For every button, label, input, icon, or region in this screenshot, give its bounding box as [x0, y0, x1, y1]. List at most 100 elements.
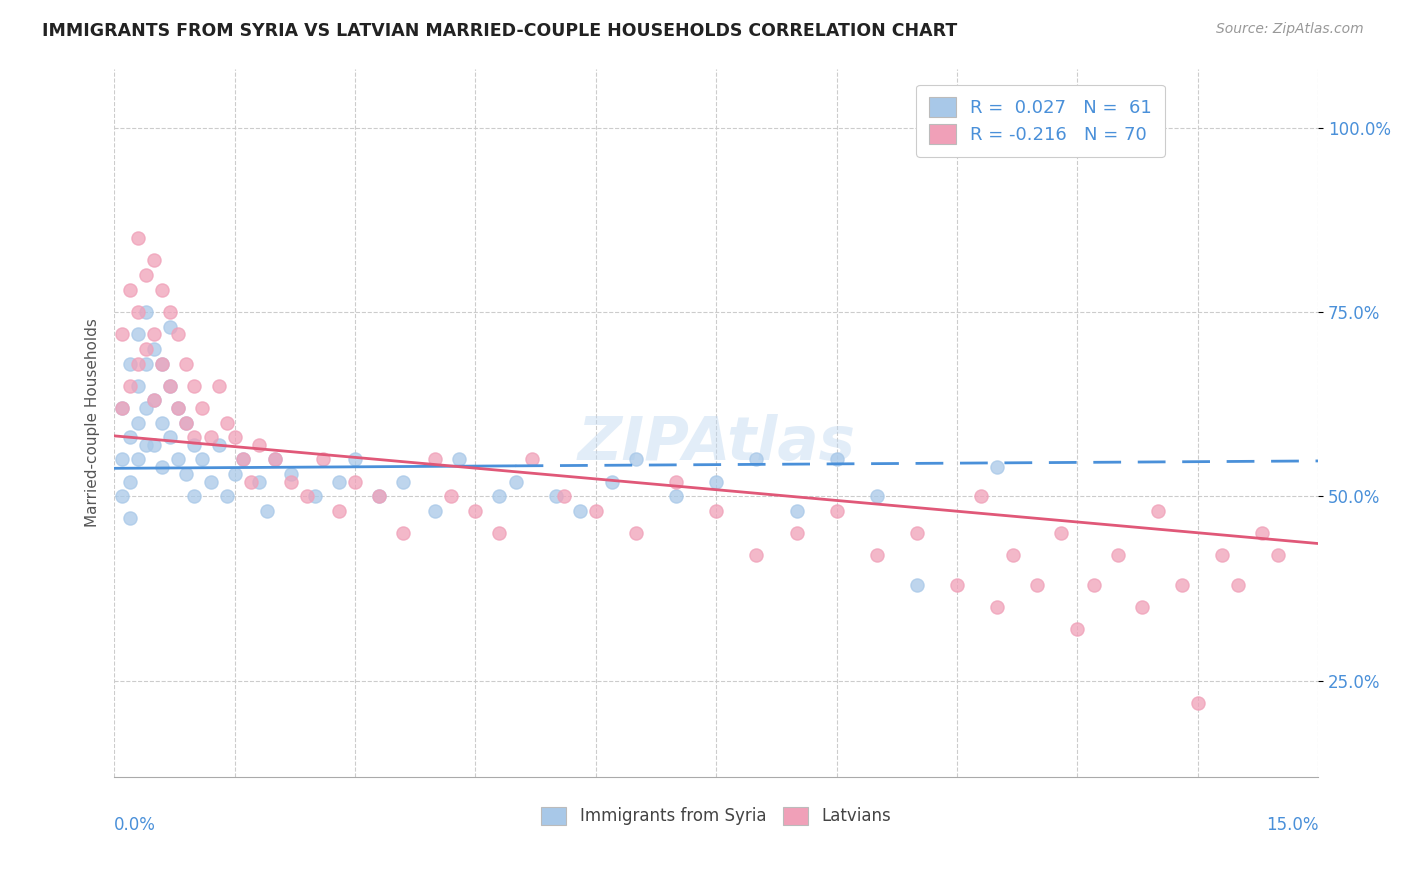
- Point: [127, 378, 149, 392]
- Point: [150, 357, 173, 371]
- Point: [786, 526, 808, 541]
- Point: [183, 489, 205, 503]
- Point: [1187, 696, 1209, 710]
- Point: [624, 526, 647, 541]
- Point: [127, 357, 149, 371]
- Point: [825, 452, 848, 467]
- Point: [1171, 578, 1194, 592]
- Point: [440, 489, 463, 503]
- Point: [150, 459, 173, 474]
- Point: [1026, 578, 1049, 592]
- Point: [1002, 549, 1025, 563]
- Point: [111, 401, 134, 415]
- Point: [143, 393, 166, 408]
- Point: [247, 475, 270, 489]
- Point: [150, 357, 173, 371]
- Point: [127, 416, 149, 430]
- Point: [585, 504, 607, 518]
- Point: [425, 452, 447, 467]
- Point: [150, 416, 173, 430]
- Point: [970, 489, 993, 503]
- Point: [143, 327, 166, 342]
- Point: [183, 430, 205, 444]
- Point: [207, 378, 229, 392]
- Point: [304, 489, 326, 503]
- Y-axis label: Married-couple Households: Married-couple Households: [86, 318, 100, 527]
- Point: [159, 305, 181, 319]
- Point: [224, 430, 246, 444]
- Point: [159, 378, 181, 392]
- Point: [111, 327, 134, 342]
- Point: [232, 452, 254, 467]
- Point: [488, 489, 510, 503]
- Point: [159, 378, 181, 392]
- Point: [256, 504, 278, 518]
- Point: [1267, 549, 1289, 563]
- Text: 0.0%: 0.0%: [114, 815, 156, 833]
- Point: [425, 504, 447, 518]
- Point: [745, 549, 768, 563]
- Point: [120, 378, 142, 392]
- Point: [127, 327, 149, 342]
- Point: [120, 357, 142, 371]
- Point: [328, 504, 350, 518]
- Point: [191, 452, 214, 467]
- Point: [135, 268, 157, 282]
- Point: [449, 452, 471, 467]
- Point: [986, 459, 1008, 474]
- Point: [392, 475, 415, 489]
- Point: [1146, 504, 1168, 518]
- Point: [825, 504, 848, 518]
- Point: [111, 401, 134, 415]
- Point: [488, 526, 510, 541]
- Point: [665, 489, 688, 503]
- Point: [215, 416, 238, 430]
- Point: [624, 452, 647, 467]
- Point: [520, 452, 543, 467]
- Point: [946, 578, 969, 592]
- Point: [224, 467, 246, 482]
- Text: IMMIGRANTS FROM SYRIA VS LATVIAN MARRIED-COUPLE HOUSEHOLDS CORRELATION CHART: IMMIGRANTS FROM SYRIA VS LATVIAN MARRIED…: [42, 22, 957, 40]
- Point: [150, 283, 173, 297]
- Point: [600, 475, 623, 489]
- Point: [1211, 549, 1233, 563]
- Point: [167, 401, 190, 415]
- Point: [1227, 578, 1250, 592]
- Point: [176, 416, 198, 430]
- Point: [343, 475, 366, 489]
- Point: [191, 401, 214, 415]
- Point: [200, 475, 222, 489]
- Point: [167, 452, 190, 467]
- Point: [120, 283, 142, 297]
- Point: [183, 378, 205, 392]
- Point: [704, 504, 727, 518]
- Point: [280, 467, 302, 482]
- Point: [328, 475, 350, 489]
- Point: [368, 489, 391, 503]
- Point: [159, 430, 181, 444]
- Point: [505, 475, 527, 489]
- Point: [127, 231, 149, 245]
- Point: [159, 319, 181, 334]
- Point: [247, 438, 270, 452]
- Text: Source: ZipAtlas.com: Source: ZipAtlas.com: [1216, 22, 1364, 37]
- Point: [866, 489, 889, 503]
- Point: [665, 475, 688, 489]
- Point: [312, 452, 335, 467]
- Point: [135, 438, 157, 452]
- Point: [553, 489, 575, 503]
- Text: 15.0%: 15.0%: [1265, 815, 1319, 833]
- Point: [343, 452, 366, 467]
- Point: [127, 452, 149, 467]
- Point: [135, 357, 157, 371]
- Text: ZIPAtlas: ZIPAtlas: [578, 414, 855, 474]
- Point: [986, 599, 1008, 614]
- Point: [176, 357, 198, 371]
- Point: [176, 467, 198, 482]
- Point: [905, 578, 928, 592]
- Point: [786, 504, 808, 518]
- Point: [143, 342, 166, 356]
- Point: [464, 504, 486, 518]
- Point: [295, 489, 318, 503]
- Point: [745, 452, 768, 467]
